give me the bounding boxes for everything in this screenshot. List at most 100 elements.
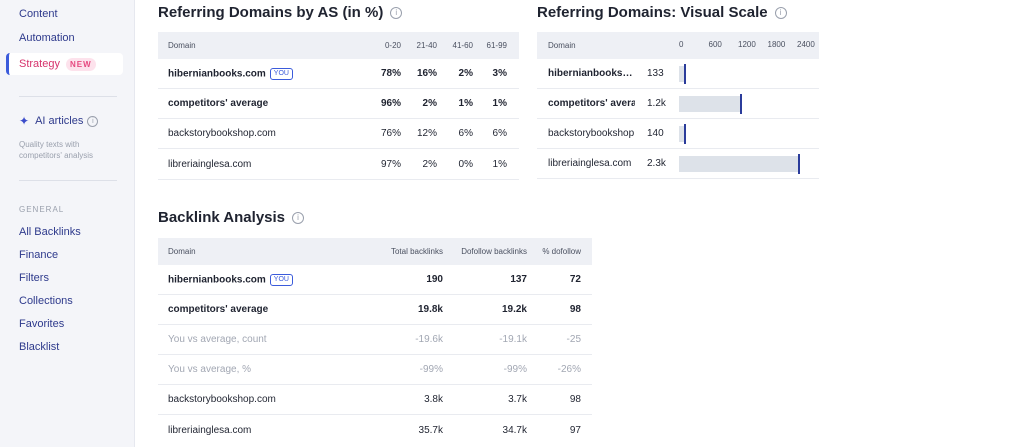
table-row: backstorybookshop.com 3.8k 3.7k 98	[158, 385, 592, 415]
column-header-domain[interactable]: Domain	[168, 41, 196, 50]
value-cell: 1%	[492, 158, 507, 170]
section-title-text: Referring Domains by AS (in %)	[158, 4, 384, 21]
sidebar-item-collections[interactable]: Collections	[19, 295, 73, 307]
info-icon[interactable]: i	[87, 115, 99, 127]
axis-tick: 1200	[738, 40, 756, 49]
bar-track	[679, 59, 807, 89]
value-cell: -26%	[557, 364, 581, 375]
scale-bar-marker	[797, 153, 800, 174]
you-badge: YOU	[269, 273, 293, 286]
axis-tick: 0	[679, 40, 684, 49]
domain-cell[interactable]: backstorybookshop.com	[168, 394, 276, 405]
value-cell: 16%	[416, 68, 437, 79]
section-title-text: Backlink Analysis	[158, 209, 286, 226]
value-cell: 12%	[416, 128, 437, 139]
value-cell: 137	[510, 274, 527, 285]
sidebar-item-label: Strategy	[19, 58, 60, 70]
value-cell: -19.1k	[499, 334, 527, 345]
sidebar-item-strategy[interactable]: Strategy NEW	[6, 53, 123, 75]
value-label: 140	[647, 128, 664, 139]
sidebar-item-all-backlinks[interactable]: All Backlinks	[19, 226, 81, 238]
sidebar-item-filters[interactable]: Filters	[19, 272, 49, 284]
sidebar-item-blacklist[interactable]: Blacklist	[19, 341, 60, 353]
value-label: 133	[647, 68, 664, 79]
value-cell: 97%	[380, 158, 401, 170]
domain-text[interactable]: hibernianbooks.com	[168, 274, 266, 286]
sidebar: Content Automation Strategy NEW ✦ AI art…	[0, 0, 135, 447]
table-row: libreriainglesa.com 35.7k 34.7k 97	[158, 415, 592, 445]
sidebar-divider	[19, 180, 117, 181]
axis-tick: 2400	[797, 40, 815, 49]
column-header[interactable]: 0-20	[384, 41, 401, 50]
section-title-text: Referring Domains: Visual Scale	[537, 4, 768, 21]
sidebar-divider	[19, 96, 117, 97]
table-row: backstorybookshop.com 140	[537, 119, 819, 149]
value-cell: -99%	[419, 364, 443, 375]
domain-cell[interactable]: backstorybookshop.com	[548, 128, 635, 139]
domain-text[interactable]: hibernianbooks.com	[168, 68, 266, 80]
info-icon[interactable]: i	[292, 211, 305, 224]
table-bottom-border	[158, 179, 519, 180]
sidebar-item-automation[interactable]: Automation	[19, 32, 75, 44]
value-cell: 190	[426, 274, 443, 285]
table-row: hibernianbooks.com YOU 78% 16% 2% 3%	[158, 59, 519, 89]
table-row: hibernianbooks.com YOU 190 137 72	[158, 265, 592, 295]
sidebar-item-ai-articles[interactable]: ✦ AI articles i	[19, 114, 99, 128]
scale-bar	[679, 95, 742, 112]
value-cell: 34.7k	[502, 424, 527, 436]
value-cell: 0%	[458, 158, 473, 170]
table-row: competitors' average 1.2k	[537, 89, 819, 119]
domain-cell[interactable]: libreriainglesa.com	[168, 424, 252, 436]
value-cell: 78%	[380, 68, 401, 79]
ai-articles-description: Quality texts with competitors' analysis	[19, 140, 93, 160]
value-cell: 98	[569, 304, 581, 315]
value-label: 2.3k	[647, 158, 666, 169]
value-cell: 96%	[380, 98, 401, 109]
column-header-domain[interactable]: Domain	[548, 41, 576, 50]
table-row: You vs average, count -19.6k -19.1k -25	[158, 325, 592, 355]
info-icon[interactable]: i	[390, 6, 403, 19]
column-header[interactable]: Total backlinks	[390, 247, 443, 256]
table-row: backstorybookshop.com 76% 12% 6% 6%	[158, 119, 519, 149]
domain-cell: competitors' average	[168, 98, 269, 109]
column-header[interactable]: 21-40	[416, 41, 437, 50]
column-header[interactable]: % dofollow	[542, 247, 581, 256]
value-cell: 97	[569, 424, 581, 436]
column-header[interactable]: 61-99	[486, 41, 507, 50]
value-cell: 3.7k	[508, 394, 527, 405]
scale-bar-marker	[684, 123, 687, 144]
value-cell: 1%	[458, 98, 473, 109]
value-cell: 3%	[492, 68, 507, 79]
scale-bar	[679, 125, 687, 142]
sidebar-item-finance[interactable]: Finance	[19, 249, 59, 261]
domain-cell[interactable]: libreriainglesa.com	[548, 158, 632, 169]
backlink-section-title: Backlink Analysis i	[158, 209, 305, 226]
column-header-domain[interactable]: Domain	[168, 247, 196, 256]
domain-cell: hibernianbooks.com YOU	[158, 273, 358, 286]
domain-cell[interactable]: libreriainglesa.com	[168, 158, 252, 170]
sparkle-icon: ✦	[19, 114, 30, 128]
table-header: Domain 0 600 1200 1800 2400	[537, 32, 819, 59]
domain-cell[interactable]: backstorybookshop.com	[168, 128, 276, 139]
scale-section-title: Referring Domains: Visual Scale i	[537, 4, 787, 21]
table-row: hibernianbooks.com 133	[537, 59, 819, 89]
info-icon[interactable]: i	[774, 6, 787, 19]
table-row: libreriainglesa.com 2.3k	[537, 149, 819, 179]
value-label: 1.2k	[647, 98, 666, 109]
value-cell: 2%	[422, 98, 437, 109]
table-row: You vs average, % -99% -99% -26%	[158, 355, 592, 385]
sidebar-item-favorites[interactable]: Favorites	[19, 318, 65, 330]
value-cell: 35.7k	[418, 424, 443, 436]
column-header[interactable]: 41-60	[452, 41, 473, 50]
domain-cell[interactable]: hibernianbooks.com	[548, 68, 635, 79]
axis-tick: 1800	[767, 40, 786, 49]
sidebar-item-content[interactable]: Content	[19, 8, 58, 20]
bar-track	[679, 119, 807, 149]
as-table: Domain 0-20 21-40 41-60 61-99 hibernianb…	[158, 32, 519, 180]
value-cell: 6%	[492, 128, 507, 139]
domain-cell: competitors' average	[168, 304, 269, 315]
scale-bar-marker	[683, 63, 686, 84]
value-cell: 19.2k	[501, 304, 527, 315]
column-header[interactable]: Dofollow backlinks	[461, 247, 527, 256]
scale-table: Domain 0 600 1200 1800 2400 hibernianboo…	[537, 32, 819, 179]
